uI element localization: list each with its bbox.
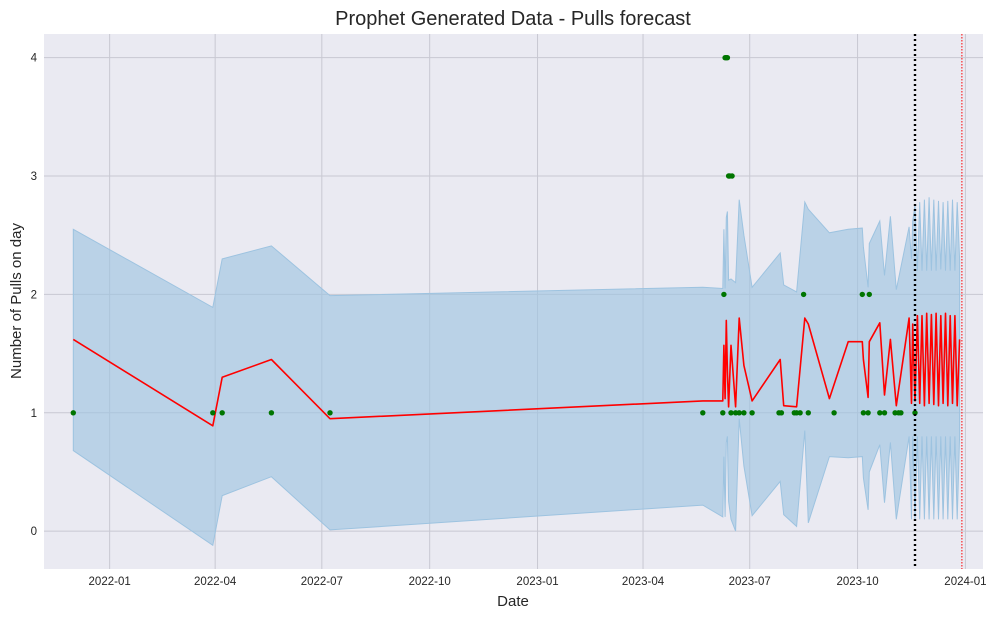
- observed-point: [912, 410, 918, 416]
- x-tick-label: 2023-01: [516, 576, 558, 588]
- x-tick-label: 2023-10: [836, 576, 878, 588]
- ticks-layer: 0 1 2 3 4 2022-01 2022-04 2022-07 2022-10 2023-01…: [31, 53, 987, 588]
- y-axis-label: Number of Pulls on day: [8, 223, 25, 379]
- observed-point: [898, 410, 904, 416]
- x-axis-label: Date: [497, 593, 529, 610]
- observed-point: [831, 410, 837, 416]
- observed-point: [797, 410, 803, 416]
- y-tick-label: 4: [31, 53, 38, 65]
- observed-point: [721, 291, 727, 298]
- observed-point: [865, 410, 871, 416]
- observed-point: [749, 410, 755, 416]
- observed-point: [736, 410, 742, 416]
- observed-point: [268, 410, 275, 416]
- y-tick-label: 3: [31, 171, 37, 183]
- chart-title: Prophet Generated Data - Pulls forecast: [335, 8, 691, 30]
- observed-point: [729, 173, 735, 179]
- observed-point: [778, 410, 785, 416]
- observed-point: [327, 410, 333, 416]
- observed-point: [859, 291, 865, 298]
- observed-point: [805, 410, 811, 416]
- observed-point: [800, 291, 807, 298]
- observed-point: [219, 410, 225, 416]
- observed-point: [728, 410, 734, 416]
- observed-point: [866, 291, 872, 298]
- observed-point: [860, 410, 867, 416]
- marker-layer: [913, 34, 963, 569]
- band-layer: [72, 197, 961, 547]
- observed-point: [70, 410, 77, 416]
- x-tick-label: 2022-01: [89, 576, 131, 588]
- observed-point: [881, 410, 888, 416]
- x-tick-label: 2022-04: [194, 576, 237, 588]
- y-tick-label: 1: [31, 408, 37, 420]
- forecast-line: [72, 312, 961, 427]
- observed-point: [720, 410, 726, 416]
- y-tick-label: 0: [31, 526, 37, 538]
- x-tick-label: 2024-01: [944, 576, 986, 588]
- observed-point: [724, 55, 731, 61]
- observed-point: [741, 410, 747, 416]
- x-tick-label: 2022-10: [409, 576, 451, 588]
- uncertainty-band: [72, 197, 961, 547]
- x-tick-label: 2023-07: [729, 576, 771, 588]
- line-layer: [72, 312, 961, 427]
- x-tick-label: 2023-04: [622, 576, 665, 588]
- y-tick-label: 2: [31, 289, 37, 301]
- observed-point: [210, 410, 216, 416]
- observed-point: [877, 410, 883, 416]
- observed-point: [700, 410, 706, 416]
- points-layer: [70, 55, 918, 416]
- x-tick-label: 2022-07: [301, 576, 343, 588]
